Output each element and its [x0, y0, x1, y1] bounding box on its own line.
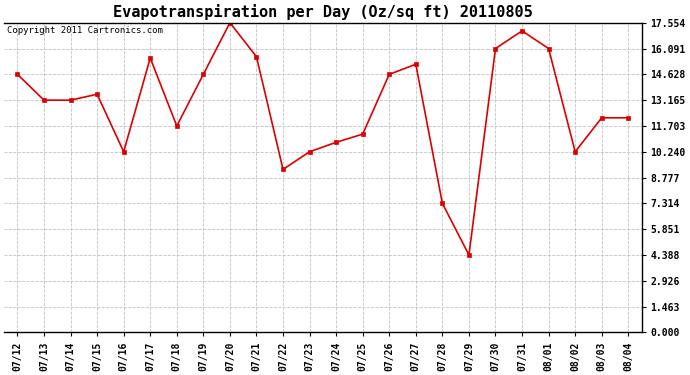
Title: Evapotranspiration per Day (Oz/sq ft) 20110805: Evapotranspiration per Day (Oz/sq ft) 20… [113, 4, 533, 20]
Text: Copyright 2011 Cartronics.com: Copyright 2011 Cartronics.com [8, 26, 164, 35]
